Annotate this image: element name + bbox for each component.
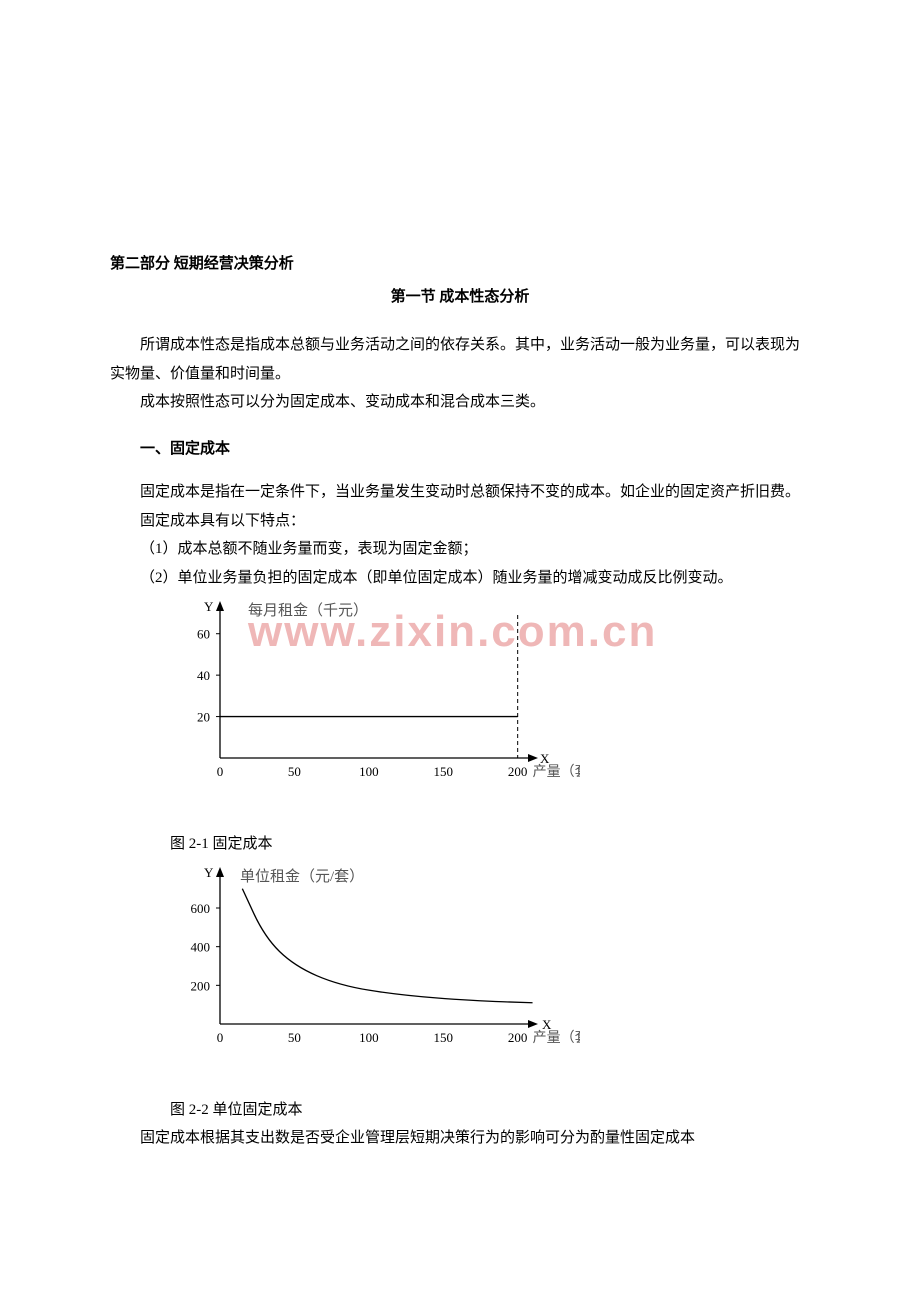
svg-text:200: 200 [508,764,528,779]
svg-text:0: 0 [217,764,224,779]
svg-text:150: 150 [434,764,454,779]
svg-text:40: 40 [197,668,210,683]
svg-text:0: 0 [217,1030,224,1045]
svg-text:20: 20 [197,710,210,725]
chart-unit-fixed-cost: Y X 单位租金（元/套） 0 50 100 150 200 200 400 600 产量（套） [160,864,810,1090]
svg-text:600: 600 [191,901,211,916]
paragraph-fc-2: 固定成本具有以下特点： [110,507,810,536]
svg-text:50: 50 [288,764,301,779]
svg-text:X: X [542,1017,552,1032]
svg-text:产量（套）: 产量（套） [533,1030,580,1046]
caption-chart-1: 图 2-1 固定成本 [170,830,810,859]
svg-text:每月租金（千元）: 每月租金（千元） [248,602,368,619]
svg-text:60: 60 [197,627,210,642]
paragraph-fc-3: （1）成本总额不随业务量而变，表现为固定金额； [110,535,810,564]
svg-text:X: X [540,751,550,766]
svg-text:100: 100 [359,1030,379,1045]
svg-text:400: 400 [191,940,211,955]
svg-text:50: 50 [288,1030,301,1045]
paragraph-fc-4: （2）单位业务量负担的固定成本（即单位固定成本）随业务量的增减变动成反比例变动。 [110,564,810,593]
paragraph-intro-1: 所谓成本性态是指成本总额与业务活动之间的依存关系。其中，业务活动一般为业务量，可… [110,331,810,388]
svg-text:100: 100 [359,764,379,779]
svg-text:150: 150 [434,1030,454,1045]
chart-fixed-cost: www.zixin.com.cn YX每月租金（千元）0501001502002… [160,598,810,824]
caption-chart-2: 图 2-2 单位固定成本 [170,1096,810,1125]
svg-text:Y: Y [204,865,214,880]
svg-text:产量（套）: 产量（套） [533,764,580,780]
svg-text:200: 200 [191,978,211,993]
chart-fixed-cost-svg: Y X 每月租金（千元） 0 50 100 150 200 20 40 60 产量（套） [160,598,580,813]
svg-text:Y: Y [204,599,214,614]
paragraph-fc-1: 固定成本是指在一定条件下，当业务量发生变动时总额保持不变的成本。如企业的固定资产… [110,478,810,507]
subheading-fixed-cost: 一、固定成本 [110,435,810,464]
svg-text:单位租金（元/套）: 单位租金（元/套） [240,868,364,885]
paragraph-intro-2: 成本按照性态可以分为固定成本、变动成本和混合成本三类。 [110,388,810,417]
section-head: 第二部分 短期经营决策分析 [110,250,810,279]
svg-text:200: 200 [508,1030,528,1045]
paragraph-fc-5: 固定成本根据其支出数是否受企业管理层短期决策行为的影响可分为酌量性固定成本 [110,1124,810,1153]
paragraph-fc-4-text: （2）单位业务量负担的固定成本（即单位固定成本）随业务量的增减变动成反比例变动。 [140,570,733,586]
chapter-head: 第一节 成本性态分析 [110,283,810,312]
chart-unit-fixed-cost-svg: Y X 单位租金（元/套） 0 50 100 150 200 200 400 600 产量（套） [160,864,580,1079]
